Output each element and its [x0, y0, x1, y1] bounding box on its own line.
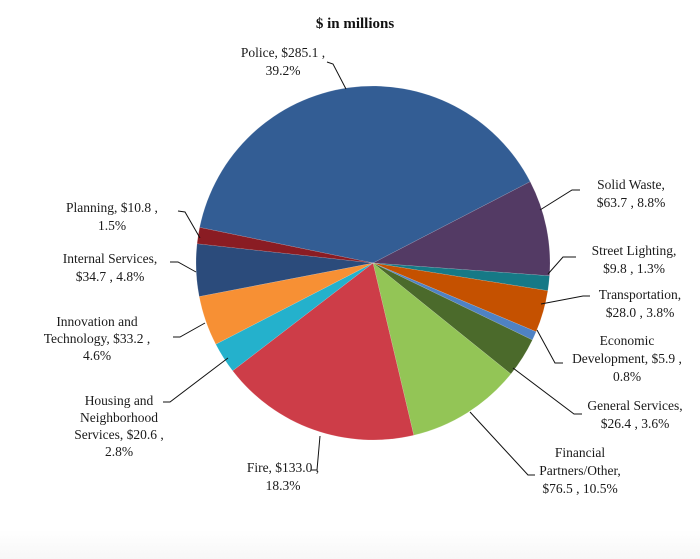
- data-label-line: Technology, $33.2 ,: [44, 331, 151, 346]
- leader-lines: [163, 61, 590, 476]
- data-label-line: Planning, $10.8 ,: [66, 200, 158, 215]
- leader-line-planning: [177, 210, 201, 239]
- data-label-line: 0.8%: [613, 369, 641, 384]
- leader-line-innovation-and-technology: [173, 322, 206, 338]
- data-label-innovation-and-technology: Innovation and Technology, $33.2 , 4.6%: [44, 314, 151, 363]
- slice-labels: Police, $285.1 , 39.2% Solid Waste, $63.7 ,…: [44, 45, 683, 496]
- data-label-line: Development, $5.9 ,: [572, 351, 682, 366]
- data-label-housing-and-neighborhood-services: Housing and Neighborhood Services, $20.6 ,…: [74, 393, 164, 459]
- data-label-line: 4.6%: [83, 348, 111, 363]
- leader-line-fire: [311, 435, 321, 471]
- leader-line-economic-development: [536, 329, 563, 364]
- data-label-police: Police, $285.1 , 39.2%: [241, 45, 325, 78]
- pie-slice-transportation: [372, 262, 549, 333]
- data-label-line: Housing and: [85, 393, 154, 408]
- leader-line-housing-and-neighborhood-services: [163, 357, 229, 403]
- data-label-line: Neighborhood: [80, 410, 158, 425]
- data-label-general-services: General Services, $26.4 , 3.6%: [587, 398, 682, 431]
- data-label-internal-services: Internal Services, $34.7 , 4.8%: [63, 251, 157, 284]
- pie-slice-solid-waste: [372, 181, 551, 277]
- pie-slice-general-services: [372, 262, 533, 375]
- leader-line-solid-waste: [539, 189, 580, 211]
- data-label-solid-waste: Solid Waste, $63.7 , 8.8%: [597, 177, 666, 210]
- data-label-line: 18.3%: [266, 478, 301, 493]
- leader-line-internal-services: [170, 261, 197, 273]
- pie-slice-fire: [232, 262, 415, 441]
- data-label-line: Fire, $133.0 ,: [247, 460, 319, 475]
- data-label-line: Internal Services,: [63, 251, 157, 266]
- leader-line-transportation: [540, 295, 590, 305]
- pie-slice-innovation-and-technology: [198, 262, 374, 345]
- pie-slice-internal-services: [195, 243, 374, 297]
- data-label-line: 2.8%: [105, 444, 133, 459]
- data-label-line: 39.2%: [266, 63, 301, 78]
- data-label-line: Police, $285.1 ,: [241, 45, 325, 60]
- pie-slice-street-lighting: [372, 262, 550, 291]
- data-label-line: Services, $20.6 ,: [74, 427, 164, 442]
- data-label-line: $63.7 , 8.8%: [597, 195, 666, 210]
- chart-title: $ in millions: [316, 16, 395, 32]
- data-label-line: Financial: [555, 445, 605, 460]
- pie-slices: [195, 85, 551, 441]
- data-label-line: Street Lighting,: [592, 243, 677, 258]
- leader-line-police: [326, 61, 347, 90]
- data-label-line: $28.0 , 3.8%: [606, 305, 675, 320]
- data-label-fire: Fire, $133.0 , 18.3%: [247, 460, 319, 493]
- data-label-line: Transportation,: [599, 287, 681, 302]
- leader-line-financial-partners-other: [469, 411, 535, 476]
- data-label-transportation: Transportation, $28.0 , 3.8%: [599, 287, 681, 320]
- pie-slice-housing-and-neighborhood-services: [215, 262, 374, 372]
- pie-slice-financial-partners-other: [372, 262, 512, 436]
- pie-slice-police: [199, 85, 531, 264]
- data-label-line: $76.5 , 10.5%: [542, 481, 617, 496]
- data-label-line: 1.5%: [98, 218, 126, 233]
- data-label-line: $34.7 , 4.8%: [76, 269, 145, 284]
- data-label-line: Solid Waste,: [597, 177, 665, 192]
- data-label-economic-development: Economic Development, $5.9 , 0.8%: [572, 333, 682, 384]
- pie-slice-economic-development: [372, 262, 537, 341]
- data-label-street-lighting: Street Lighting, $9.8 , 1.3%: [592, 243, 677, 276]
- data-label-line: Partners/Other,: [539, 463, 621, 478]
- data-label-planning: Planning, $10.8 , 1.5%: [66, 200, 158, 233]
- leader-line-street-lighting: [547, 256, 576, 275]
- data-label-line: General Services,: [587, 398, 682, 413]
- data-label-line: $9.8 , 1.3%: [603, 261, 665, 276]
- leader-line-general-services: [512, 367, 582, 415]
- data-label-financial-partners-other: Financial Partners/Other, $76.5 , 10.5%: [539, 445, 621, 496]
- data-label-line: $26.4 , 3.6%: [601, 416, 670, 431]
- data-label-line: Innovation and: [56, 314, 138, 329]
- data-label-line: Economic: [600, 333, 655, 348]
